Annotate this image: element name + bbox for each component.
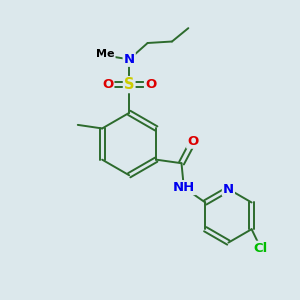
Text: Me: Me (96, 49, 115, 59)
Text: N: N (223, 183, 234, 196)
Text: Cl: Cl (254, 242, 268, 255)
Text: O: O (145, 78, 156, 91)
Text: S: S (124, 77, 134, 92)
Text: NH: NH (173, 181, 195, 194)
Text: O: O (102, 78, 113, 91)
Text: N: N (124, 53, 135, 66)
Text: O: O (187, 135, 198, 148)
